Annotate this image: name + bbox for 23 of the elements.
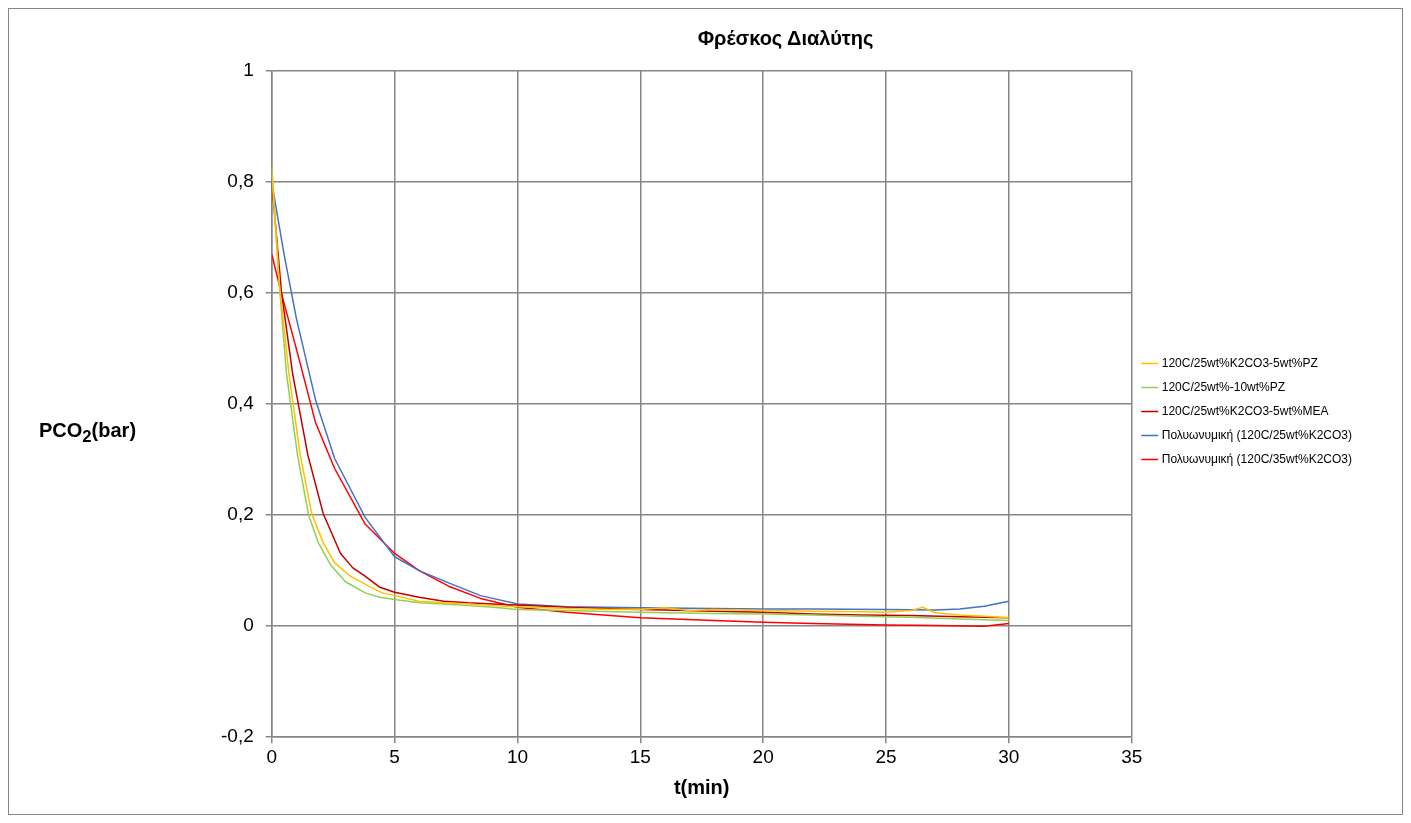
y-tick-label: 0,8 bbox=[227, 170, 254, 192]
y-tick-label: 0,2 bbox=[227, 503, 254, 525]
x-tick-label: 25 bbox=[875, 745, 897, 767]
x-axis-title: t(min) bbox=[673, 775, 730, 798]
chart-title: Φρέσκος Διαλύτης bbox=[697, 26, 874, 49]
legend-label: Πολυωνυμική (120C/35wt%K2CO3) bbox=[1161, 451, 1353, 466]
legend-label: 120C/25wt%-10wt%PZ bbox=[1161, 379, 1286, 394]
x-tick-label: 30 bbox=[998, 745, 1020, 767]
x-tick-label: 0 bbox=[266, 745, 278, 767]
y-tick-label: -0,2 bbox=[220, 725, 254, 747]
legend-label: 120C/25wt%K2CO3-5wt%PZ bbox=[1161, 355, 1318, 370]
y-tick-label: 1 bbox=[243, 59, 254, 81]
x-tick-label: 10 bbox=[506, 745, 529, 767]
legend-label: 120C/25wt%K2CO3-5wt%MEA bbox=[1161, 403, 1329, 418]
y-tick-label: 0,6 bbox=[227, 281, 254, 303]
x-tick-label: 5 bbox=[389, 745, 400, 767]
y-tick-label: 0 bbox=[243, 614, 254, 636]
y-tick-label: 0,4 bbox=[227, 392, 255, 414]
x-tick-label: 15 bbox=[629, 745, 651, 767]
x-tick-label: 20 bbox=[752, 745, 774, 767]
x-tick-label: 35 bbox=[1121, 745, 1143, 767]
y-axis-title: PCO$_{2}$(bar) bbox=[39, 419, 137, 447]
legend-label: Πολυωνυμική (120C/25wt%K2CO3) bbox=[1161, 427, 1353, 442]
